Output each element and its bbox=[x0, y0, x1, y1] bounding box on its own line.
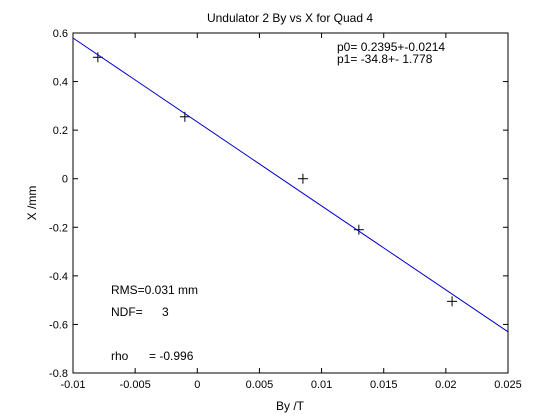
ticks bbox=[72, 32, 509, 374]
y-axis-label: X /mm bbox=[25, 186, 39, 221]
ndf-value: 3 bbox=[162, 305, 169, 319]
fit-line bbox=[72, 37, 509, 333]
rms-annotation: RMS=0.031 mm bbox=[111, 283, 198, 297]
ndf-label: NDF= bbox=[111, 305, 143, 319]
x-tick-label: 0.015 bbox=[370, 379, 398, 391]
series bbox=[72, 37, 509, 333]
fit-p0-annotation: p0= 0.2395+-0.0214 bbox=[337, 40, 445, 54]
y-tick-label: 0.6 bbox=[53, 28, 68, 40]
x-tick-labels: -0.01 -0.005 0 0.005 0.01 0.015 0.02 0.025 bbox=[60, 379, 521, 391]
x-tick-label: 0.005 bbox=[246, 379, 274, 391]
data-point-marker bbox=[353, 224, 364, 235]
x-tick-label: -0.005 bbox=[120, 379, 151, 391]
x-tick-label: 0.01 bbox=[311, 379, 332, 391]
data-point-marker bbox=[297, 173, 308, 184]
y-tick-label: 0.4 bbox=[53, 77, 68, 89]
x-tick-label: 0 bbox=[194, 379, 200, 391]
y-tick-label: -0.2 bbox=[49, 222, 68, 234]
chart-title: Undulator 2 By vs X for Quad 4 bbox=[207, 11, 373, 25]
y-tick-label: 0.2 bbox=[53, 125, 68, 137]
x-axis-label: By /T bbox=[276, 399, 305, 413]
y-tick-labels: 0.6 0.4 0.2 0 -0.2 -0.4 -0.6 -0.8 bbox=[49, 28, 68, 380]
rho-value: = -0.996 bbox=[149, 349, 194, 363]
y-tick-label: -0.8 bbox=[49, 368, 68, 380]
rho-label: rho bbox=[111, 349, 129, 363]
y-tick-label: -0.4 bbox=[49, 271, 68, 283]
x-tick-label: -0.01 bbox=[60, 379, 85, 391]
y-tick-label: 0 bbox=[62, 174, 68, 186]
data-point-marker bbox=[447, 296, 458, 307]
x-tick-label: 0.025 bbox=[494, 379, 522, 391]
x-tick-label: 0.02 bbox=[435, 379, 456, 391]
fit-p1-annotation: p1= -34.8+- 1.778 bbox=[337, 52, 433, 66]
y-tick-label: -0.6 bbox=[49, 319, 68, 331]
plot-area bbox=[72, 32, 509, 374]
